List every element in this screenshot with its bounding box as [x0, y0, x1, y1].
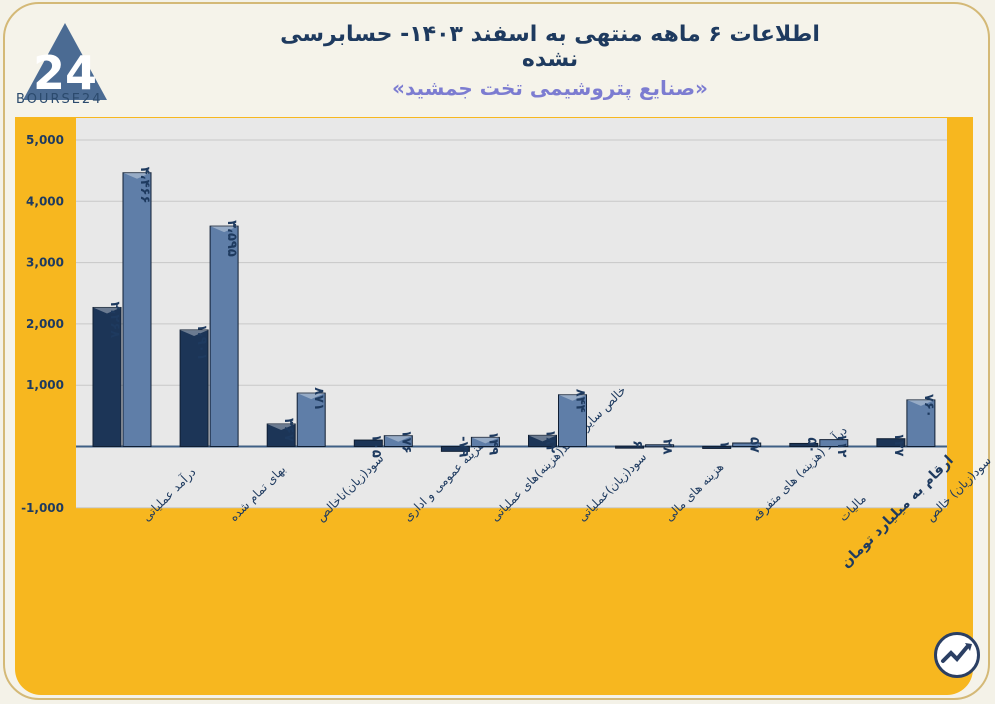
data-label: ۲،۲۶۸: [107, 301, 122, 338]
bar: [440, 446, 470, 452]
data-label: ۱۰۵: [368, 434, 383, 458]
data-label: ۸۴۴: [573, 389, 588, 413]
bar-bevel: [471, 437, 500, 444]
bar: [732, 442, 762, 447]
data-label: ۱۱۲: [834, 434, 849, 458]
bar-bevel: [297, 393, 326, 400]
category-label: درآمد عملیاتی: [139, 464, 200, 525]
bar: [528, 434, 557, 448]
data-label: ۷۶۰: [921, 394, 936, 418]
data-label: ۴،۴۶۶: [137, 167, 152, 204]
bar: [92, 306, 122, 447]
data-label: ۲۸: [660, 439, 675, 455]
y-tick-label: 5,000: [26, 133, 64, 147]
bar: [558, 394, 587, 447]
bar: [819, 439, 849, 447]
category-label: هزینه های مالی: [662, 460, 727, 525]
bar: [906, 399, 936, 447]
bar-bevel: [384, 435, 413, 442]
data-label: ۵۷: [747, 437, 762, 453]
bar-bevel: [528, 435, 557, 442]
category-label: سود(زیان)ناخالص: [314, 451, 388, 525]
bar: [383, 435, 413, 448]
bar: [702, 445, 732, 449]
bar-bevel: [210, 226, 239, 233]
category-label: سود(زیان)عملیاتی: [575, 450, 650, 525]
logo-text: BOURSE24: [16, 92, 103, 107]
bar: [789, 442, 819, 447]
bar: [645, 444, 675, 448]
bar: [122, 172, 152, 448]
chart-title: اطلاعات ۶ ماهه منتهی به اسفند ۱۴۰۳- حساب…: [280, 22, 820, 72]
data-label: ۱۷۶: [398, 430, 413, 454]
y-tick-label: 2,000: [26, 317, 64, 331]
data-label: ۵۰: [804, 437, 819, 453]
bar-bevel: [180, 329, 209, 336]
category-label: بهای تمام شده: [226, 462, 288, 524]
bar-bevel: [123, 172, 151, 179]
data-label: ۱۴۹: [485, 431, 500, 455]
bar: [209, 225, 239, 447]
y-tick-label: -1,000: [21, 501, 64, 515]
bar: [266, 423, 296, 447]
bar: [876, 438, 906, 448]
data-label: ۶: [630, 440, 645, 448]
data-label: ۸۷۱: [311, 387, 326, 411]
chart-subtitle: «صنایع پتروشیمی تخت جمشید»: [392, 76, 708, 100]
data-label: ۳،۵۹۵: [224, 220, 239, 257]
bar-bevel: [267, 424, 296, 431]
y-tick-label: 4,000: [26, 194, 64, 208]
bar-bevel: [558, 394, 587, 401]
bar: [615, 445, 645, 449]
y-tick-label: 3,000: [26, 256, 64, 270]
bar: [353, 439, 383, 448]
trend-chart-icon: [934, 632, 980, 678]
bar-bevel: [93, 307, 121, 314]
data-label: ۱۲۷: [891, 433, 906, 457]
data-label: -۷۹: [455, 436, 470, 457]
svg-text:24: 24: [33, 46, 97, 100]
bar-bevel: [906, 399, 935, 406]
data-label: ۱۸۲: [543, 429, 558, 453]
bar: [296, 392, 326, 447]
bar: [470, 436, 500, 448]
data-label: ۳۶۷: [281, 418, 296, 442]
y-tick-label: 1,000: [26, 378, 64, 392]
data-label: ۱،۹۰۱: [194, 324, 209, 361]
bar: [179, 329, 209, 447]
bourse24-logo-icon: 24: [23, 23, 107, 100]
data-label: ۱: [717, 440, 732, 448]
